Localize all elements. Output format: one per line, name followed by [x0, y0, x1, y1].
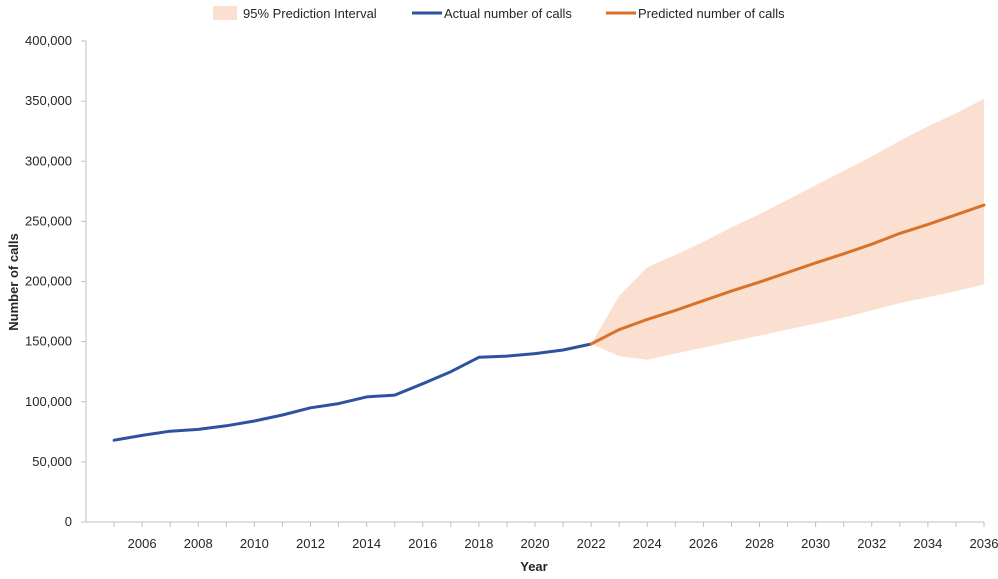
x-tick-label: 2012 — [296, 536, 325, 551]
prediction-interval-band — [591, 98, 984, 360]
series-layer — [112, 203, 986, 442]
y-axis-title: Number of calls — [6, 233, 21, 331]
x-tick-label: 2028 — [745, 536, 774, 551]
x-tick-label: 2024 — [633, 536, 662, 551]
x-tick-label: 2026 — [689, 536, 718, 551]
x-tick-label: 2008 — [184, 536, 213, 551]
prediction-interval-layer — [591, 98, 984, 360]
x-tick-label: 2036 — [970, 536, 998, 551]
y-tick-label: 100,000 — [25, 394, 72, 409]
x-tick-label: 2020 — [521, 536, 550, 551]
x-tick-label: 2034 — [913, 536, 942, 551]
y-tick-label: 200,000 — [25, 274, 72, 289]
x-tick-label: 2032 — [857, 536, 886, 551]
legend-swatch-prediction-interval — [213, 6, 237, 20]
y-tick-label: 250,000 — [25, 213, 72, 228]
x-tick-label: 2010 — [240, 536, 269, 551]
x-axis-title: Year — [520, 559, 547, 574]
y-tick-label: 350,000 — [25, 93, 72, 108]
series-line-predicted — [589, 203, 986, 346]
x-tick-label: 2030 — [801, 536, 830, 551]
legend-label-prediction-interval: 95% Prediction Interval — [243, 6, 377, 21]
legend: 95% Prediction Interval Actual number of… — [213, 6, 785, 21]
x-tick-label: 2006 — [128, 536, 157, 551]
axes — [81, 40, 985, 527]
y-tick-label: 400,000 — [25, 33, 72, 48]
x-tick-label: 2016 — [408, 536, 437, 551]
y-tick-label: 300,000 — [25, 153, 72, 168]
x-tick-label: 2018 — [464, 536, 493, 551]
legend-label-predicted: Predicted number of calls — [638, 6, 785, 21]
x-tick-label: 2014 — [352, 536, 381, 551]
y-tick-label: 50,000 — [32, 454, 72, 469]
series-line-actual — [112, 342, 593, 442]
tick-labels: 0 50,000 100,000 150,000 200,000 250,000 300,0… — [25, 33, 998, 551]
legend-label-actual: Actual number of calls — [444, 6, 572, 21]
y-tick-label: 150,000 — [25, 334, 72, 349]
y-tick-label: 0 — [65, 514, 72, 529]
x-tick-label: 2022 — [577, 536, 606, 551]
